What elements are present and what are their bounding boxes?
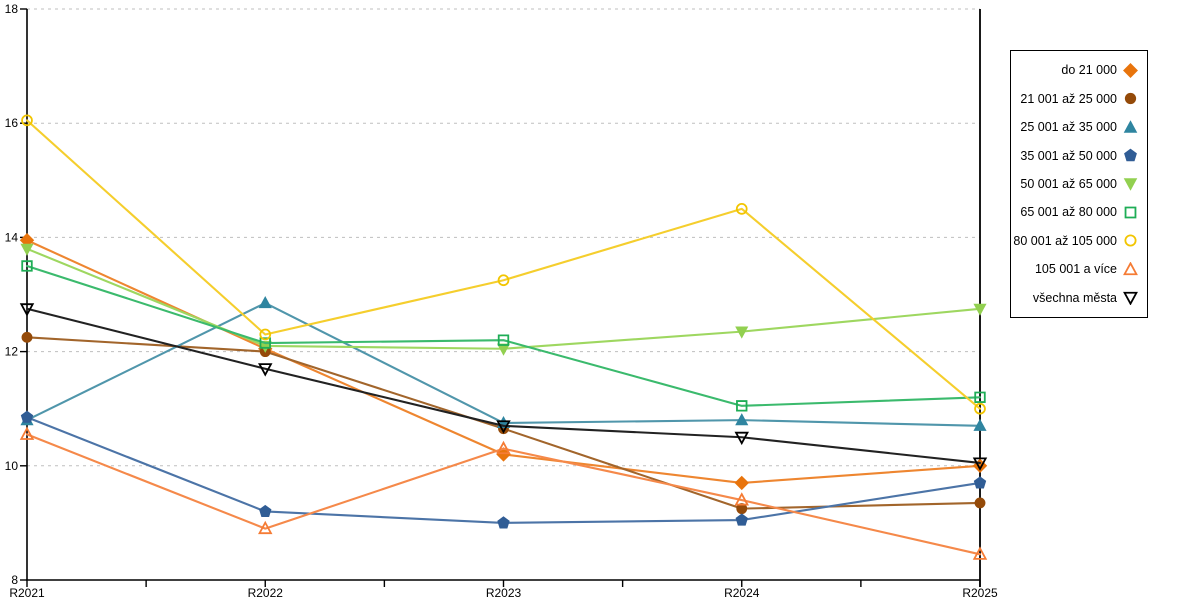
series-50-001-a-65-000 xyxy=(20,243,987,356)
legend-item: 35 001 až 50 000 xyxy=(1011,141,1147,169)
marker-triangle-up-filled-icon xyxy=(973,418,987,431)
series-25-001-a-35-000 xyxy=(20,296,987,431)
marker-pentagon-filled-icon xyxy=(20,410,34,423)
marker-triangle-down-filled-icon xyxy=(735,326,749,339)
x-tick-label: R2025 xyxy=(962,586,998,600)
legend-item: do 21 000 xyxy=(1011,56,1147,84)
marker-pentagon-filled-icon xyxy=(497,516,510,529)
marker-triangle-up-hollow-icon xyxy=(1123,261,1138,275)
legend-marker-icon xyxy=(1123,291,1138,306)
marker-pentagon-filled-icon xyxy=(973,476,987,489)
series-do-21-000 xyxy=(19,233,988,491)
marker-circle-hollow-icon xyxy=(259,328,272,341)
legend-marker-icon xyxy=(1124,206,1137,219)
y-tick-label: 8 xyxy=(11,573,18,587)
y-tick-label: 10 xyxy=(5,459,19,473)
legend-label: všechna města xyxy=(1032,290,1117,305)
marker-triangle-down-hollow-icon xyxy=(734,431,749,446)
legend: do 21 000 21 001 až 25 000 25 001 až 35 00… xyxy=(1010,50,1148,318)
marker-circle-hollow-icon xyxy=(735,203,748,215)
x-tick-label: R2023 xyxy=(486,586,522,600)
marker-circle-hollow-icon xyxy=(21,114,33,127)
marker-triangle-down-hollow-icon xyxy=(1123,291,1138,306)
series-line-105-001-a-v-ce xyxy=(25,433,982,556)
marker-square-hollow-icon xyxy=(21,260,33,272)
marker-triangle-up-filled-icon xyxy=(735,413,749,426)
legend-label: 80 001 až 105 000 xyxy=(1013,233,1117,248)
y-tick-label: 18 xyxy=(5,2,19,16)
marker-triangle-down-hollow-icon xyxy=(496,420,511,434)
legend-label: 35 001 až 50 000 xyxy=(1020,148,1117,163)
legend-label: 105 001 a více xyxy=(1034,262,1117,277)
marker-triangle-down-hollow-icon xyxy=(258,363,273,377)
legend-item: 25 001 až 35 000 xyxy=(1011,113,1147,141)
marker-triangle-down-filled-icon xyxy=(973,303,987,316)
series-65-001-a-80-000 xyxy=(21,260,986,412)
marker-square-hollow-icon xyxy=(259,337,271,349)
marker-square-hollow-icon xyxy=(1124,206,1137,219)
marker-square-hollow-icon xyxy=(736,400,748,412)
marker-circle-filled-icon xyxy=(1124,93,1137,105)
marker-diamond-filled-icon xyxy=(1123,62,1138,78)
legend-item: 50 001 až 65 000 xyxy=(1011,170,1147,198)
series-105-001-a-v-ce xyxy=(19,426,988,560)
legend-label: 50 001 až 65 000 xyxy=(1020,176,1117,191)
marker-triangle-down-filled-icon xyxy=(20,243,34,256)
marker-circle-hollow-icon xyxy=(497,274,510,287)
x-tick-label: R2021 xyxy=(9,586,45,600)
series-line-v-echna-m-sta xyxy=(25,307,982,464)
x-tick-label: R2024 xyxy=(724,586,760,600)
legend-marker-icon xyxy=(1123,178,1138,192)
legend-item: 80 001 až 105 000 xyxy=(1011,227,1147,255)
marker-circle-filled-icon xyxy=(21,331,33,343)
marker-triangle-up-filled-icon xyxy=(258,296,272,309)
series-35-001-a-50-000 xyxy=(20,410,987,529)
series-80-001-a-105-000 xyxy=(21,114,986,415)
axes: 8 10 12 14 16 18 R2021 R2022 R2023 R2024 R2025 xyxy=(5,2,998,600)
legend-marker-icon xyxy=(1124,148,1137,162)
marker-triangle-down-filled-icon xyxy=(1123,178,1138,192)
legend-marker-icon xyxy=(1123,261,1138,275)
legend-marker-icon xyxy=(1123,62,1138,78)
series-line-80-001-a-105-000 xyxy=(25,119,982,410)
marker-pentagon-filled-icon xyxy=(735,513,748,526)
legend-marker-icon xyxy=(1124,234,1137,247)
marker-triangle-up-hollow-icon xyxy=(258,520,273,535)
marker-triangle-up-hollow-icon xyxy=(734,492,749,506)
legend-item: 105 001 a více xyxy=(1011,255,1147,283)
legend-marker-icon xyxy=(1123,119,1138,133)
marker-pentagon-filled-icon xyxy=(259,504,272,518)
legend-label: 25 001 až 35 000 xyxy=(1020,120,1117,135)
marker-pentagon-filled-icon xyxy=(1124,148,1137,162)
marker-circle-filled-icon xyxy=(974,497,986,509)
series-v-echna-m-sta xyxy=(19,303,988,471)
marker-square-hollow-icon xyxy=(974,391,986,403)
marker-diamond-filled-icon xyxy=(734,475,749,491)
marker-triangle-down-hollow-icon xyxy=(972,457,988,471)
marker-square-hollow-icon xyxy=(497,334,510,346)
series-line-65-001-a-80-000 xyxy=(25,264,982,407)
legend-item: 21 001 až 25 000 xyxy=(1011,85,1147,113)
legend-label: do 21 000 xyxy=(1061,63,1117,78)
legend-item: všechna města xyxy=(1011,283,1147,311)
series-line-50-001-a-65-000 xyxy=(25,247,982,350)
marker-triangle-up-filled-icon xyxy=(1123,119,1138,133)
marker-triangle-up-hollow-icon xyxy=(972,546,988,560)
marker-circle-hollow-icon xyxy=(1124,234,1137,247)
y-tick-label: 16 xyxy=(5,116,19,130)
marker-circle-hollow-icon xyxy=(974,402,986,415)
legend-marker-icon xyxy=(1124,93,1137,105)
legend-label: 65 001 až 80 000 xyxy=(1020,205,1117,220)
marker-triangle-up-hollow-icon xyxy=(19,426,35,440)
legend-label: 21 001 až 25 000 xyxy=(1020,91,1117,106)
marker-triangle-down-hollow-icon xyxy=(19,303,35,317)
legend-item: 65 001 až 80 000 xyxy=(1011,198,1147,226)
marker-triangle-up-hollow-icon xyxy=(496,440,511,455)
gridlines xyxy=(27,8,980,467)
x-tick-label: R2022 xyxy=(248,586,284,600)
y-tick-label: 14 xyxy=(5,230,19,244)
y-tick-label: 12 xyxy=(5,345,19,359)
